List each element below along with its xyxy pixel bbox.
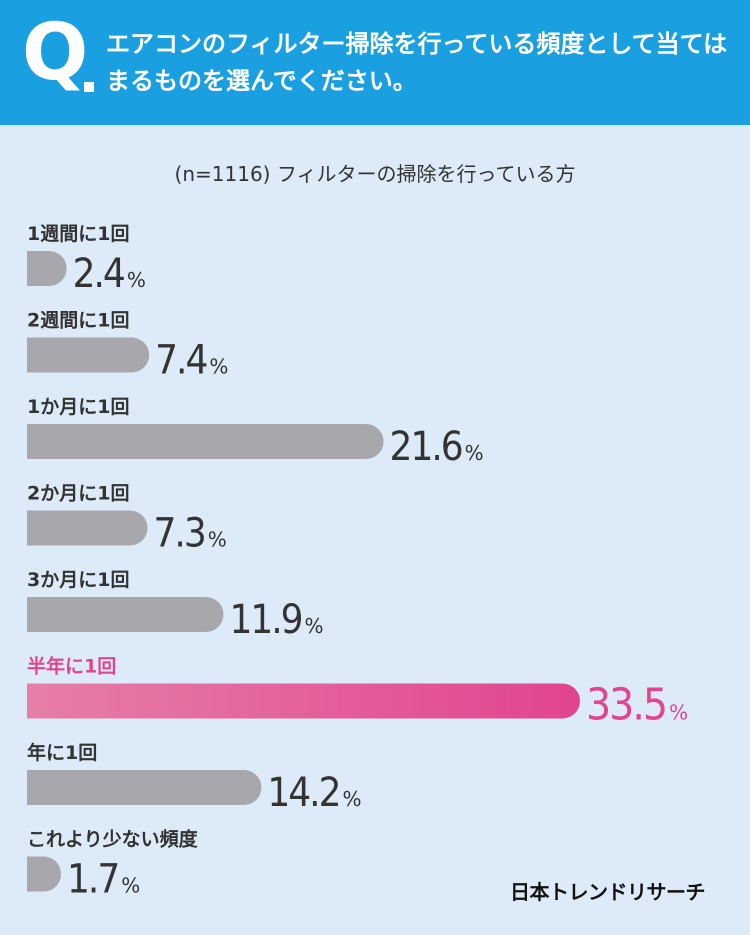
bar [27,683,580,719]
bar-left-edge [27,424,45,459]
q-dot [84,82,94,92]
value-unit: % [127,268,146,292]
category-label: 2か月に1回 [27,483,129,505]
category-label: これより少ない頻度 [27,828,199,851]
value-number: 7.4 [155,338,206,384]
bar-left-edge [27,856,45,892]
bar-left-edge [27,597,45,632]
value-label: 33.5% [586,680,688,731]
value-unit: % [305,614,324,638]
value-unit: % [121,874,140,898]
bar-left-edge [27,510,45,546]
sample-subtitle: (n=1116) フィルターの掃除を行っている方 [174,162,576,186]
category-label: 1か月に1回 [27,396,129,418]
value-unit: % [209,355,228,379]
value-label: 7.3% [154,511,227,557]
brand-logo-text: 日本トレンドリサーチ [510,880,706,904]
bar-left-edge [27,683,45,719]
value-label: 21.6% [390,424,484,470]
value-label: 1.7% [67,857,140,903]
category-label: 年に1回 [27,741,97,764]
value-label: 2.4% [73,251,146,297]
bar-left-edge [27,337,45,373]
value-number: 21.6 [390,424,462,470]
value-label: 7.4% [155,338,228,384]
value-label: 14.2% [267,770,361,816]
category-label: 半年に1回 [27,655,116,678]
bar-left-edge [27,251,45,286]
category-label: 2週間に1回 [27,310,129,332]
value-number: 14.2 [267,770,339,816]
value-unit: % [208,528,227,552]
value-number: 33.5 [586,680,666,731]
category-label: 1週間に1回 [27,223,129,245]
question-header: Q エアコンのフィルター掃除を行っている頻度として当てはまるものを選んでください… [0,0,750,125]
bar [27,424,384,459]
value-unit: % [669,701,688,725]
question-text: エアコンのフィルター掃除を行っている頻度として当てはまるものを選んでください。 [106,30,728,95]
q-mark: Q [22,8,89,98]
bar [27,770,262,805]
value-number: 11.9 [229,597,301,643]
value-number: 2.4 [73,251,124,297]
bar-left-edge [27,770,45,805]
value-number: 1.7 [67,857,118,903]
value-unit: % [343,787,362,811]
bar [27,597,224,632]
bar [27,337,150,373]
value-number: 7.3 [154,511,205,557]
value-unit: % [465,441,484,465]
value-label: 11.9% [229,597,323,643]
category-label: 3か月に1回 [27,569,129,591]
bar [27,510,148,546]
